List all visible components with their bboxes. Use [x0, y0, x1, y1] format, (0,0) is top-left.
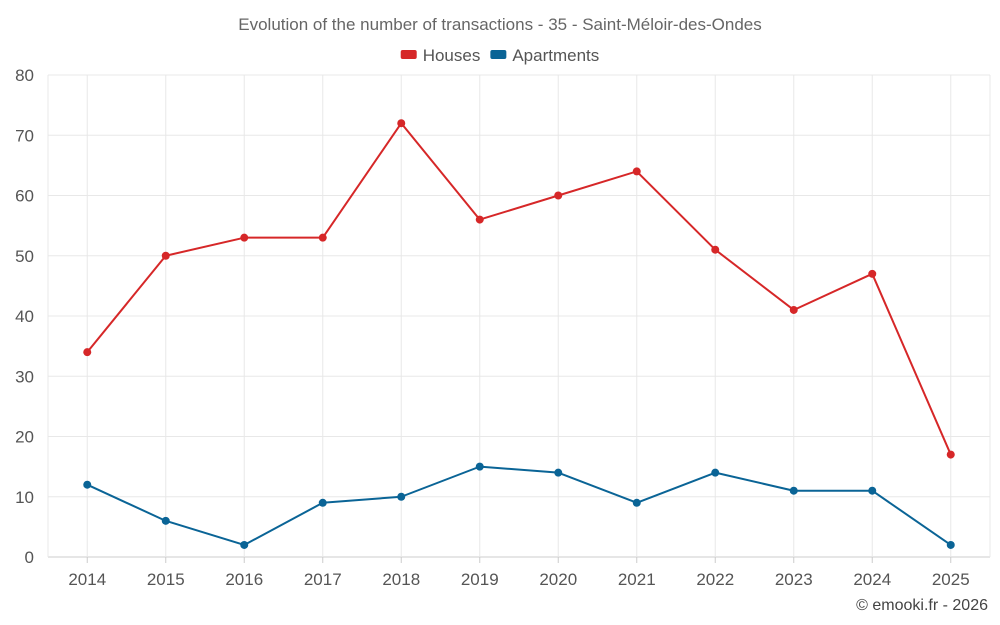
y-tick-label: 10 [15, 488, 34, 507]
data-point[interactable] [789, 305, 798, 314]
data-point[interactable] [946, 540, 955, 549]
credit-text: © emooki.fr - 2026 [856, 597, 988, 614]
data-point[interactable] [554, 468, 563, 477]
data-point[interactable] [161, 516, 170, 525]
data-point[interactable] [868, 269, 877, 278]
data-point[interactable] [240, 233, 249, 242]
data-point[interactable] [475, 215, 484, 224]
x-tick-label: 2018 [382, 570, 420, 589]
legend: Houses Apartments [400, 46, 599, 65]
y-tick-label: 60 [15, 187, 34, 206]
x-tick-label: 2023 [775, 570, 813, 589]
y-tick-label: 70 [15, 126, 34, 145]
data-point[interactable] [83, 480, 92, 489]
data-point[interactable] [711, 245, 720, 254]
y-tick-label: 80 [15, 66, 34, 85]
data-point[interactable] [946, 450, 955, 459]
x-tick-label: 2014 [68, 570, 106, 589]
x-tick-label: 2025 [932, 570, 970, 589]
series-apartments [83, 462, 955, 549]
data-point[interactable] [161, 251, 170, 260]
data-point[interactable] [632, 498, 641, 507]
x-axis: 2014 2015 2016 2017 2018 2019 2020 2021 2022 2023… [68, 557, 970, 589]
legend-swatch [490, 50, 507, 59]
series-line [86, 122, 952, 455]
data-point[interactable] [397, 492, 406, 501]
x-tick-label: 2015 [147, 570, 185, 589]
chart-title: Evolution of the number of transactions … [238, 15, 761, 34]
y-tick-label: 0 [25, 548, 34, 567]
series-layer [83, 119, 955, 549]
series-houses [83, 119, 955, 459]
grid [47, 74, 991, 558]
data-point[interactable] [397, 119, 406, 128]
x-tick-label: 2024 [853, 570, 891, 589]
data-point[interactable] [632, 167, 641, 176]
data-point[interactable] [711, 468, 720, 477]
data-point[interactable] [318, 498, 327, 507]
y-tick-label: 20 [15, 428, 34, 447]
x-tick-label: 2020 [539, 570, 577, 589]
data-point[interactable] [868, 486, 877, 495]
y-tick-label: 40 [15, 307, 34, 326]
legend-item-apartments[interactable]: Apartments [490, 46, 599, 65]
data-point[interactable] [318, 233, 327, 242]
legend-swatch [400, 50, 417, 59]
y-tick-label: 50 [15, 247, 34, 266]
data-point[interactable] [554, 191, 563, 200]
legend-item-houses[interactable]: Houses [400, 46, 481, 65]
series-line [86, 465, 952, 546]
x-tick-label: 2022 [696, 570, 734, 589]
data-point[interactable] [789, 486, 798, 495]
x-tick-label: 2017 [304, 570, 342, 589]
y-axis: 0 10 20 30 40 50 60 70 80 [15, 66, 34, 567]
x-tick-label: 2016 [225, 570, 263, 589]
legend-label: Apartments [512, 46, 599, 65]
y-tick-label: 30 [15, 367, 34, 386]
legend-label: Houses [423, 46, 481, 65]
x-tick-label: 2019 [461, 570, 499, 589]
data-point[interactable] [475, 462, 484, 471]
x-tick-label: 2021 [618, 570, 656, 589]
data-point[interactable] [240, 540, 249, 549]
data-point[interactable] [83, 348, 92, 357]
